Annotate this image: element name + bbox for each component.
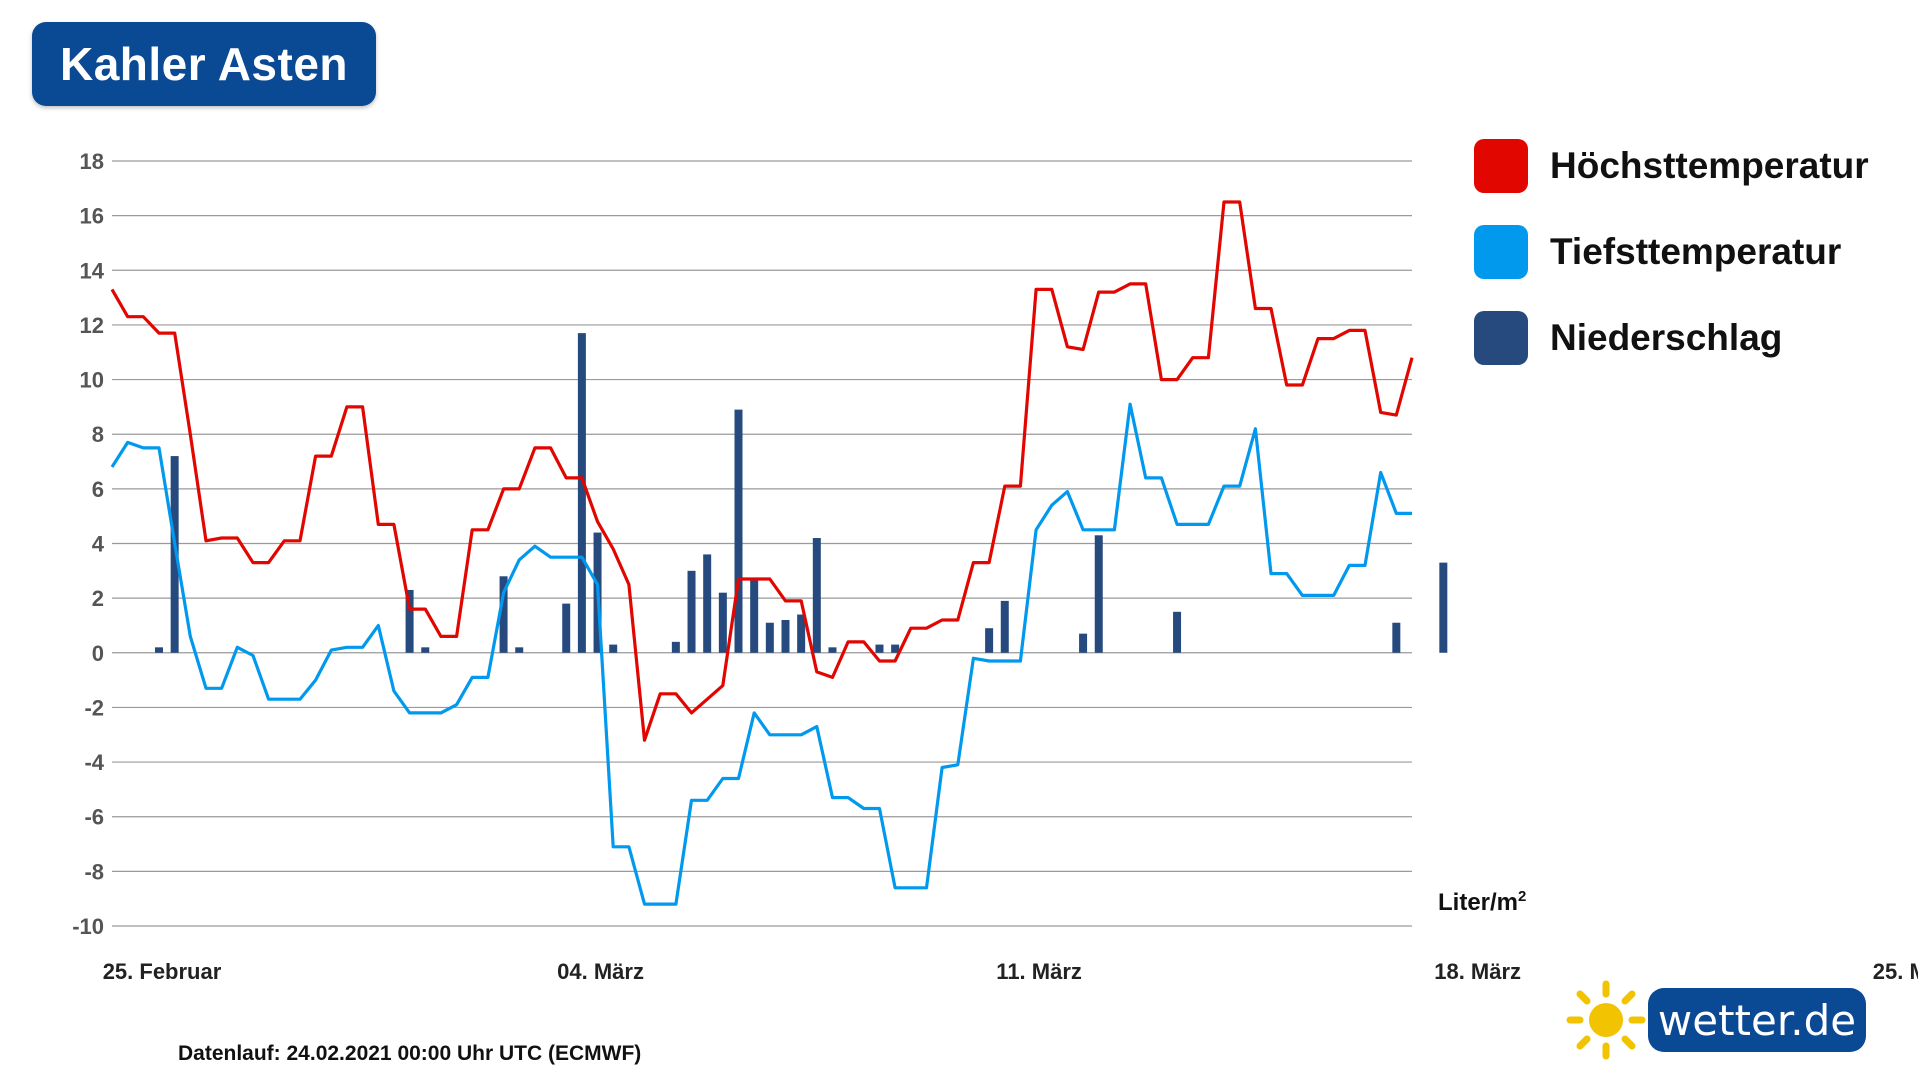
y-tick-label: 16 [80,204,104,229]
y-tick-label: 10 [80,368,104,393]
precipitation-bar [765,622,774,653]
x-tick-label: 25. Februar [103,959,222,984]
grid [112,160,1412,927]
precipitation-bar [703,554,712,653]
y-tick-label: 12 [80,313,104,338]
legend-swatch [1474,311,1528,365]
y-tick-label: 0 [92,641,104,666]
x-tick-label: 18. März [1434,959,1521,984]
page-title: Kahler Asten [59,38,349,90]
y-tick-label: 18 [80,149,104,174]
temperature-lines [110,200,1414,906]
x-axis-ticks: 25. Februar 04. März 11. März 18. März 25. M… [103,959,1918,984]
precipitation-bar [515,647,524,653]
y-tick-label: 2 [92,586,104,611]
y-tick-label: 8 [92,422,104,447]
precipitation-bar [812,538,821,653]
precipitation-bar [499,576,508,653]
precipitation-bar [154,647,163,653]
y-tick-label: 4 [92,532,105,557]
precipitation-bar [985,628,994,653]
y-tick-label: -2 [84,695,104,720]
wetter-de-logo[interactable]: wetter.de [1566,980,1866,1060]
precipitation-bar [734,409,743,653]
y-tick-label: -4 [84,750,104,775]
unit-text: Liter/m [1438,889,1519,916]
precipitation-bar [671,641,680,653]
series-line-tiefsttemperatur [110,402,1412,906]
data-run-note: Datenlauf: 24.02.2021 00:00 Uhr UTC (ECM… [178,1042,642,1065]
precipitation-bar [687,570,696,653]
precipitation-bar [797,614,806,653]
precipitation-bar [1392,622,1401,653]
precipitation-bar [421,647,430,653]
x-tick-label: 04. März [557,959,644,984]
y-tick-label: -8 [84,859,104,884]
y-tick-label: -10 [72,914,104,939]
precipitation-bar [170,456,179,653]
precipitation-bar [750,579,759,653]
precipitation-bar [1173,611,1182,653]
legend-item-hoechsttemperatur: Höchsttemperatur [1474,138,1869,194]
y-tick-label: 6 [92,477,104,502]
legend-item-niederschlag: Niederschlag [1474,310,1869,366]
precipitation-bar [781,620,790,653]
legend-label: Tiefsttemperatur [1550,231,1842,272]
title-badge: Kahler Asten [32,22,376,106]
precipitation-bar [1000,600,1009,653]
legend-label: Niederschlag [1550,317,1783,358]
series-line-höchsttemperatur [110,200,1414,742]
legend-swatch [1474,225,1528,279]
unit-label: Liter/m2 [1438,888,1526,917]
precipitation-bar [562,603,571,653]
precipitation-bar [609,644,618,653]
precipitation-bar [891,644,900,653]
y-axis-ticks: 18 16 14 12 10 8 6 4 2 0 -2 -4 -6 -8 -10 [72,149,105,939]
legend-label: Höchsttemperatur [1550,145,1869,186]
sun-icon [1566,980,1646,1060]
y-tick-label: -6 [84,805,104,830]
precipitation-bar [577,333,586,653]
precipitation-bar [1439,562,1448,653]
precipitation-bar [828,647,837,653]
precipitation-bar [405,589,414,653]
precipitation-bar [718,592,727,653]
precipitation-bar [1079,633,1088,653]
logo-text: wetter.de [1657,995,1857,1045]
x-tick-label: 11. März [996,959,1082,984]
legend-swatch [1474,139,1528,193]
logo-box: wetter.de [1648,988,1866,1052]
legend: Höchsttemperatur Tiefsttemperatur Nieder… [1474,138,1869,396]
x-tick-label: 25. März [1873,959,1918,984]
unit-superscript: 2 [1518,888,1527,905]
precipitation-bar [875,644,884,653]
y-tick-label: 14 [80,258,105,283]
precipitation-bar [1094,535,1103,653]
legend-item-tiefsttemperatur: Tiefsttemperatur [1474,224,1869,280]
